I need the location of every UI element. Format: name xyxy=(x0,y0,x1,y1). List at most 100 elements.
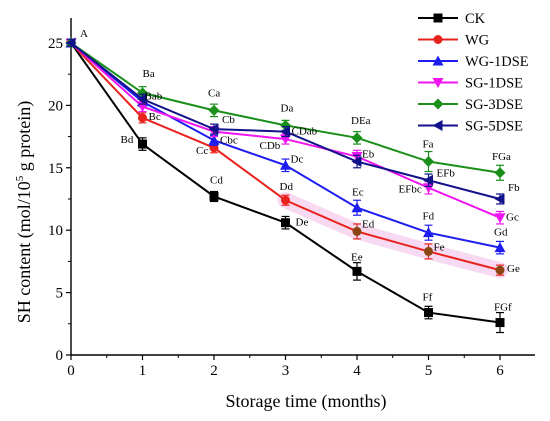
point-label-wg-1dse: Ec xyxy=(352,187,364,199)
y-axis-title: SH content (mol/105 g protein) xyxy=(14,101,35,323)
point-label-sg-1dse: Gc xyxy=(506,212,519,224)
data-point-ck xyxy=(209,191,219,201)
data-point-sg-1dse xyxy=(494,213,506,224)
point-label-sg-3dse: FGa xyxy=(492,151,511,163)
data-point-wg xyxy=(352,226,362,236)
data-point-sg-5dse xyxy=(65,37,76,49)
x-tick-label: 0 xyxy=(67,363,75,379)
wg-highlight-band xyxy=(277,192,508,279)
y-axis-title-sup: 5 xyxy=(14,175,26,181)
x-tick-label: 3 xyxy=(282,363,290,379)
y-axis-title-rest: g protein) xyxy=(14,101,35,176)
data-point-sg-5dse xyxy=(494,193,505,205)
legend-label-sg-3dse: SG-3DSE xyxy=(465,97,523,113)
data-point-sg-5dse xyxy=(137,93,147,105)
data-point-wg-1dse xyxy=(423,227,434,238)
x-tick-label: 5 xyxy=(425,363,433,379)
data-point-wg xyxy=(281,195,290,205)
legend-marker-sg-1dse xyxy=(432,78,444,88)
data-point-wg xyxy=(424,246,433,256)
point-label-ck: FGf xyxy=(494,302,512,314)
data-point-sg-3dse xyxy=(494,167,506,179)
data-point-wg xyxy=(495,265,505,275)
point-label-start: A xyxy=(80,28,88,40)
point-label-ck: Ee xyxy=(351,251,363,263)
x-tick-label: 2 xyxy=(210,363,218,379)
point-label-sg-1dse: CDb xyxy=(260,140,281,152)
y-tick-label: 15 xyxy=(48,161,63,177)
y-tick-label: 0 xyxy=(56,348,64,364)
data-point-wg-1dse xyxy=(280,159,291,170)
point-label-ck: Cd xyxy=(210,174,223,186)
legend-label-sg-1dse: SG-1DSE xyxy=(465,76,523,92)
legend-label-wg: WG xyxy=(465,33,490,49)
legend: CK WG WG-1DSE SG-1DSE SG-3DSE SG-5DSE xyxy=(418,11,529,135)
legend-marker-sg-3dse xyxy=(432,98,444,110)
point-label-sg-3dse: Da xyxy=(281,102,294,114)
data-point-wg-1dse xyxy=(208,134,220,145)
x-tick-label: 6 xyxy=(496,363,504,379)
point-label-wg-1dse: Fd xyxy=(423,211,435,223)
point-label-wg: Ed xyxy=(362,218,375,230)
point-label-ck: Ff xyxy=(423,292,433,304)
point-label-wg: Cc xyxy=(196,145,208,157)
legend-label-ck: CK xyxy=(465,11,486,27)
data-point-wg-1dse xyxy=(494,242,506,253)
point-label-wg: Ge xyxy=(507,263,520,275)
y-axis-title-main: SH content (mol/10 xyxy=(14,181,35,323)
point-label-sg-1dse: Eb xyxy=(362,149,375,161)
legend-marker-wg-1dse xyxy=(432,55,444,66)
point-label-wg: Fe xyxy=(434,241,445,253)
point-label-sg-3dse: Ca xyxy=(208,87,220,99)
y-tick-label: 5 xyxy=(56,286,64,302)
data-point-ck xyxy=(138,139,147,149)
data-point-sg-3dse xyxy=(208,104,220,116)
point-label-sg-5dse: CDab xyxy=(292,126,318,138)
legend-marker-sg-5dse xyxy=(432,120,443,131)
point-label-wg-1dse: Bab xyxy=(145,91,163,103)
data-point-ck xyxy=(424,308,433,318)
highlight-layer xyxy=(277,192,508,279)
point-label-wg-1dse: Gd xyxy=(494,227,508,239)
legend-marker-ck xyxy=(433,13,443,23)
data-point-sg-5dse xyxy=(423,174,433,186)
point-label-wg-1dse: Dc xyxy=(291,153,304,165)
y-tick-label: 25 xyxy=(48,36,63,52)
point-label-sg-3dse: DEa xyxy=(351,115,371,127)
x-tick-label: 1 xyxy=(139,363,147,379)
y-tick-label: 20 xyxy=(48,98,63,114)
data-point-wg xyxy=(138,113,147,123)
data-point-ck xyxy=(281,218,290,228)
point-label-ck: De xyxy=(296,217,309,229)
series-layer xyxy=(65,37,506,334)
y-tick-label: 10 xyxy=(48,223,63,239)
point-label-sg-5dse: Fb xyxy=(508,182,520,194)
point-label-sg-5dse: EFb xyxy=(437,167,456,179)
point-label-sg-1dse: EFbc xyxy=(399,184,422,196)
x-axis-title: Storage time (months) xyxy=(226,391,387,412)
series-sg-3dse xyxy=(65,37,506,181)
data-point-sg-1dse xyxy=(423,183,434,194)
legend-label-wg-1dse: WG-1DSE xyxy=(465,54,529,70)
x-tick-label: 4 xyxy=(353,363,361,379)
point-label-sg-5dse: Cb xyxy=(222,114,235,126)
data-point-wg-1dse xyxy=(351,202,363,213)
point-label-wg: Bc xyxy=(149,111,161,123)
legend-label-sg-5dse: SG-5DSE xyxy=(465,119,523,135)
data-point-sg-3dse xyxy=(351,132,363,144)
data-point-sg-5dse xyxy=(280,126,290,138)
point-label-wg-1dse: Cbc xyxy=(220,134,238,146)
point-label-sg-3dse: Fa xyxy=(423,139,434,151)
axes: 0 1 2 3 4 5 6 0 5 10 15 20 25 xyxy=(48,18,535,379)
data-point-sg-5dse xyxy=(351,156,362,168)
point-label-ck: Bd xyxy=(121,134,134,146)
series-line-wg xyxy=(70,42,501,272)
data-point-ck xyxy=(495,318,505,328)
data-point-sg-5dse xyxy=(208,123,219,135)
data-point-sg-3dse xyxy=(423,156,434,168)
series-wg xyxy=(66,38,505,276)
point-labels: Bd Cd De Ee Ff FGf Bc Cc Dd Ed Fe Ge Bab Cbc Dc Ec Fd Gd C… xyxy=(80,28,520,314)
point-label-sg-3dse: Ba xyxy=(143,68,155,80)
series-sg-5dse xyxy=(65,37,505,205)
